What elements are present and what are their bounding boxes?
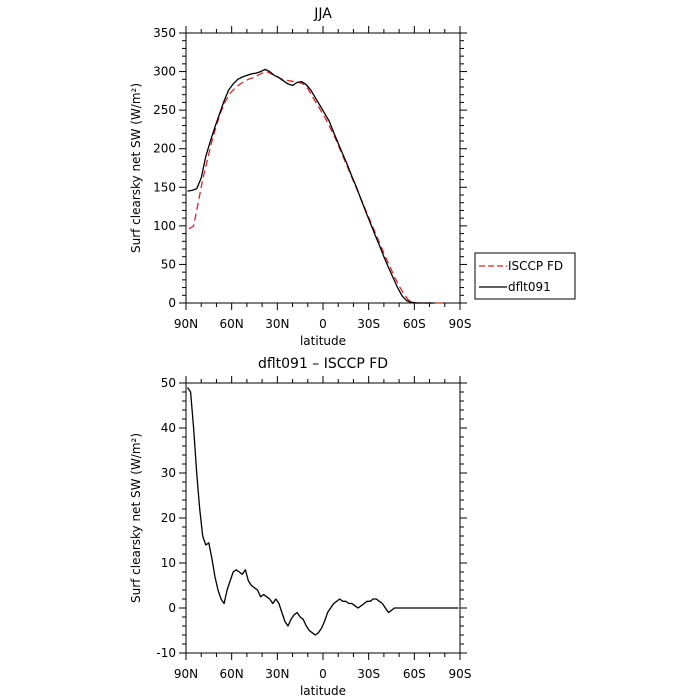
x-tick-label: 30N xyxy=(265,317,289,331)
y-tick-label: 200 xyxy=(153,142,176,156)
series-line-1 xyxy=(188,70,445,304)
y-tick-label: 150 xyxy=(153,180,176,194)
x-tick-label: 90N xyxy=(174,317,198,331)
y-tick-label: 350 xyxy=(153,26,176,40)
series-line-2 xyxy=(187,68,435,304)
chart-2: -10 0 10 20 30 40 50 90N 60N 30N 0 30S 60S 90S dflt091… xyxy=(129,356,471,698)
x-tick-label: 90N xyxy=(174,667,198,681)
x-tick-label: 60S xyxy=(403,317,426,331)
x-tick-label: 30N xyxy=(265,667,289,681)
chart-title: JJA xyxy=(313,6,332,22)
x-tick-label: 30S xyxy=(357,317,380,331)
plot-frame xyxy=(185,382,461,654)
x-tick-label: 90S xyxy=(449,317,472,331)
y-tick-label: 0 xyxy=(168,601,176,615)
series-line-1 xyxy=(186,387,459,636)
y-tick-label: 0 xyxy=(168,296,176,310)
y-tick-label: 30 xyxy=(161,466,176,480)
y-tick-label: 20 xyxy=(161,511,176,525)
x-tick-label: 60N xyxy=(220,317,244,331)
y-tick-label: 250 xyxy=(153,103,176,117)
x-tick-label: 60N xyxy=(220,667,244,681)
x-axis-label: latitude xyxy=(300,334,346,348)
y-axis-label: Surf clearsky net SW (W/m²) xyxy=(129,83,143,253)
plot-frame xyxy=(185,32,461,304)
y-axis-label: Surf clearsky net SW (W/m²) xyxy=(129,433,143,603)
y-tick-label: 50 xyxy=(161,257,176,271)
y-tick-label: 50 xyxy=(161,376,176,390)
x-tick-label: 30S xyxy=(357,667,380,681)
x-tick-label: 90S xyxy=(449,667,472,681)
y-tick-label: 100 xyxy=(153,219,176,233)
legend-box xyxy=(474,252,576,300)
chart-title: dflt091 – ISCCP FD xyxy=(258,356,388,372)
y-tick-label: -10 xyxy=(156,646,176,660)
legend-label: ISCCP FD xyxy=(508,259,563,273)
chart-1: 0 50 100 150 200 250 300 350 90N 60N 30N 0 30S 60S 90S… xyxy=(129,6,576,348)
x-tick-label: 0 xyxy=(319,667,327,681)
x-axis-label: latitude xyxy=(300,684,346,698)
y-tick-label: 40 xyxy=(161,421,176,435)
legend-label: dflt091 xyxy=(508,280,551,294)
x-tick-label: 60S xyxy=(403,667,426,681)
x-tick-label: 0 xyxy=(319,317,327,331)
legend: ISCCP FD dflt091 xyxy=(474,252,576,300)
y-tick-label: 300 xyxy=(153,65,176,79)
y-tick-label: 10 xyxy=(161,556,176,570)
